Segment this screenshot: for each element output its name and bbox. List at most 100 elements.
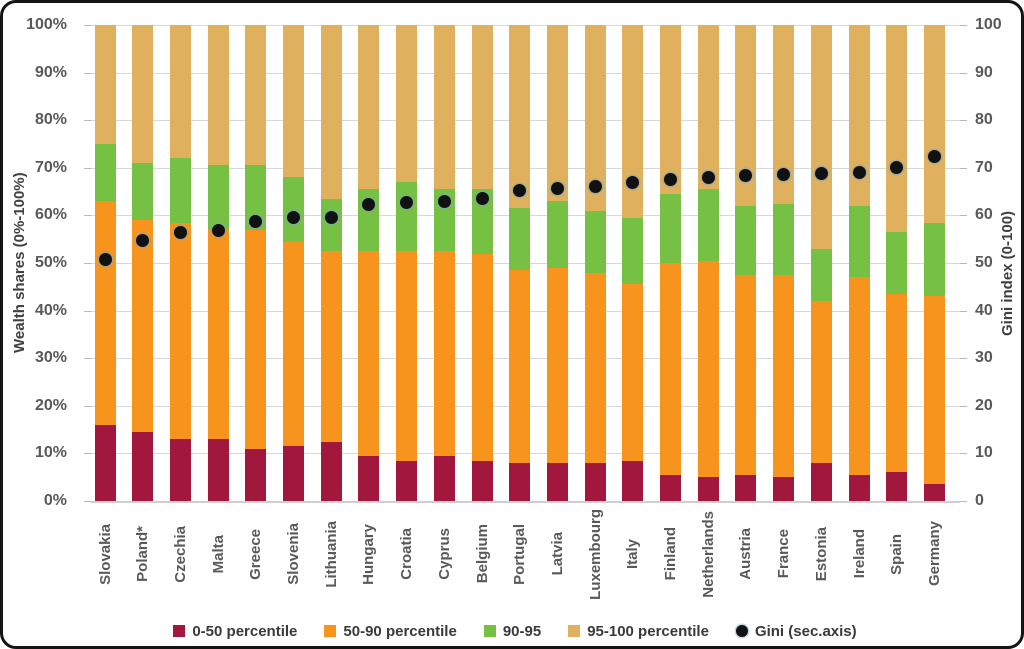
bar-segment-90-95 <box>697 189 719 261</box>
stacked-bar-germany <box>923 25 945 501</box>
bar-segment-95-100-percentile <box>509 25 531 209</box>
left-tick <box>84 25 91 26</box>
left-tick <box>84 72 91 74</box>
legend-label: 90-95 <box>502 622 542 640</box>
bar-segment-0-50-percentile <box>245 448 267 501</box>
stacked-bar-finland <box>660 25 681 501</box>
gini-dot <box>626 175 640 189</box>
category-label-text: Estonia <box>812 526 830 582</box>
bar-segment-90-95 <box>94 144 116 202</box>
gini-dot <box>98 253 112 267</box>
category-label-finland: Finland <box>660 506 682 602</box>
stacked-bar-slovenia <box>283 25 304 501</box>
bar-segment-90-95 <box>396 182 418 252</box>
gini-dot <box>324 210 338 224</box>
bar-segment-50-90-percentile <box>584 272 606 463</box>
bar-segment-50-90-percentile <box>848 277 870 475</box>
bar-segment-0-50-percentile <box>94 424 116 501</box>
left-axis-tick-label: 60% <box>34 206 67 224</box>
left-tick <box>84 167 91 169</box>
category-label-text: Italy <box>624 538 642 569</box>
left-tick <box>84 263 91 264</box>
gini-dot <box>739 168 753 182</box>
category-label-text: France <box>775 529 793 579</box>
x-axis-line <box>91 501 960 503</box>
bar-segment-95-100-percentile <box>433 25 455 190</box>
gini-dot <box>475 191 489 205</box>
stacked-bar-greece <box>245 25 267 501</box>
bar-segment-0-50-percentile <box>584 462 606 501</box>
gini-dot <box>814 167 828 180</box>
left-axis-tick-label: 70% <box>34 158 67 176</box>
category-label-text: Greece <box>247 528 265 580</box>
right-tick <box>960 453 967 455</box>
category-label-text: Latvia <box>548 532 566 576</box>
gini-dot <box>400 196 414 209</box>
legend-item-90-95: 90-95 <box>483 622 542 640</box>
category-label-spain: Spain <box>886 506 908 602</box>
right-tick <box>960 501 967 502</box>
stacked-bar-netherlands <box>697 25 719 501</box>
bar-segment-90-95 <box>207 165 229 230</box>
bar-segment-0-50-percentile <box>546 462 568 501</box>
wealth-distribution-chart: Wealth shares (0%-100%) Gini index (0-10… <box>3 3 1021 646</box>
gini-dot <box>136 234 150 248</box>
stacked-bar-belgium <box>471 25 493 501</box>
bar-segment-0-50-percentile <box>320 441 342 501</box>
gini-dot <box>362 198 376 212</box>
bar-segment-50-90-percentile <box>283 241 304 447</box>
right-axis-tick-label: 60 <box>975 206 993 224</box>
legend: 0-50 percentile 50-90 percentile 90-95 95-1… <box>3 617 1021 645</box>
right-tick <box>960 215 967 217</box>
left-axis-tick-label: 30% <box>34 349 67 367</box>
bar-segment-95-100-percentile <box>735 25 757 206</box>
bar-segment-50-90-percentile <box>471 253 493 461</box>
gini-dot <box>664 173 677 187</box>
category-label-italy: Italy <box>622 506 644 602</box>
category-label-belgium: Belgium <box>471 506 493 602</box>
category-label-lithuania: Lithuania <box>320 506 342 602</box>
category-label-france: France <box>773 506 795 602</box>
stacked-bar-italy <box>622 25 644 501</box>
bar-segment-0-50-percentile <box>660 474 681 501</box>
right-axis-tick-label: 20 <box>975 396 993 414</box>
bar-segment-95-100-percentile <box>245 25 267 166</box>
legend-square-marker <box>173 625 186 637</box>
legend-item-0-50-percentile: 0-50 percentile <box>173 623 297 640</box>
bar-segment-95-100-percentile <box>320 25 342 199</box>
right-tick <box>960 72 967 74</box>
stacked-bar-cyprus <box>433 25 455 501</box>
bar-segment-50-90-percentile <box>810 301 832 463</box>
category-label-portugal: Portugal <box>509 506 531 602</box>
category-label-text: Netherlands <box>699 510 717 598</box>
category-label-text: Portugal <box>511 523 529 585</box>
gini-dot <box>437 194 451 208</box>
right-tick <box>960 167 967 169</box>
stacked-bar-czechia <box>169 25 191 501</box>
bar-segment-50-90-percentile <box>773 274 795 478</box>
bar-segment-0-50-percentile <box>169 439 191 501</box>
legend-item-95-100-percentile: 95-100 percentile <box>568 623 709 640</box>
bar-segment-95-100-percentile <box>810 25 832 249</box>
bar-segment-95-100-percentile <box>923 25 945 223</box>
category-label-germany: Germany <box>923 506 945 602</box>
category-label-text: Lithuania <box>322 520 340 588</box>
category-label-slovakia: Slovakia <box>94 506 116 602</box>
bar-segment-50-90-percentile <box>886 293 908 473</box>
bar-segment-90-95 <box>169 158 191 223</box>
category-label-text: Slovakia <box>96 523 114 585</box>
bar-segment-95-100-percentile <box>396 25 418 183</box>
category-label-greece: Greece <box>245 506 267 602</box>
category-label-malta: Malta <box>207 506 229 602</box>
bar-segment-90-95 <box>245 165 267 230</box>
category-label-text: Malta <box>209 534 227 574</box>
bar-segment-90-95 <box>810 248 832 302</box>
left-axis-tick-label: 40% <box>34 301 67 319</box>
bar-segment-95-100-percentile <box>358 25 380 190</box>
left-tick <box>84 120 91 122</box>
gini-dot <box>588 179 602 193</box>
category-label-text: Hungary <box>360 523 378 585</box>
bar-segment-50-90-percentile <box>735 274 757 475</box>
category-label-estonia: Estonia <box>810 506 832 602</box>
stacked-bar-portugal <box>509 25 531 501</box>
